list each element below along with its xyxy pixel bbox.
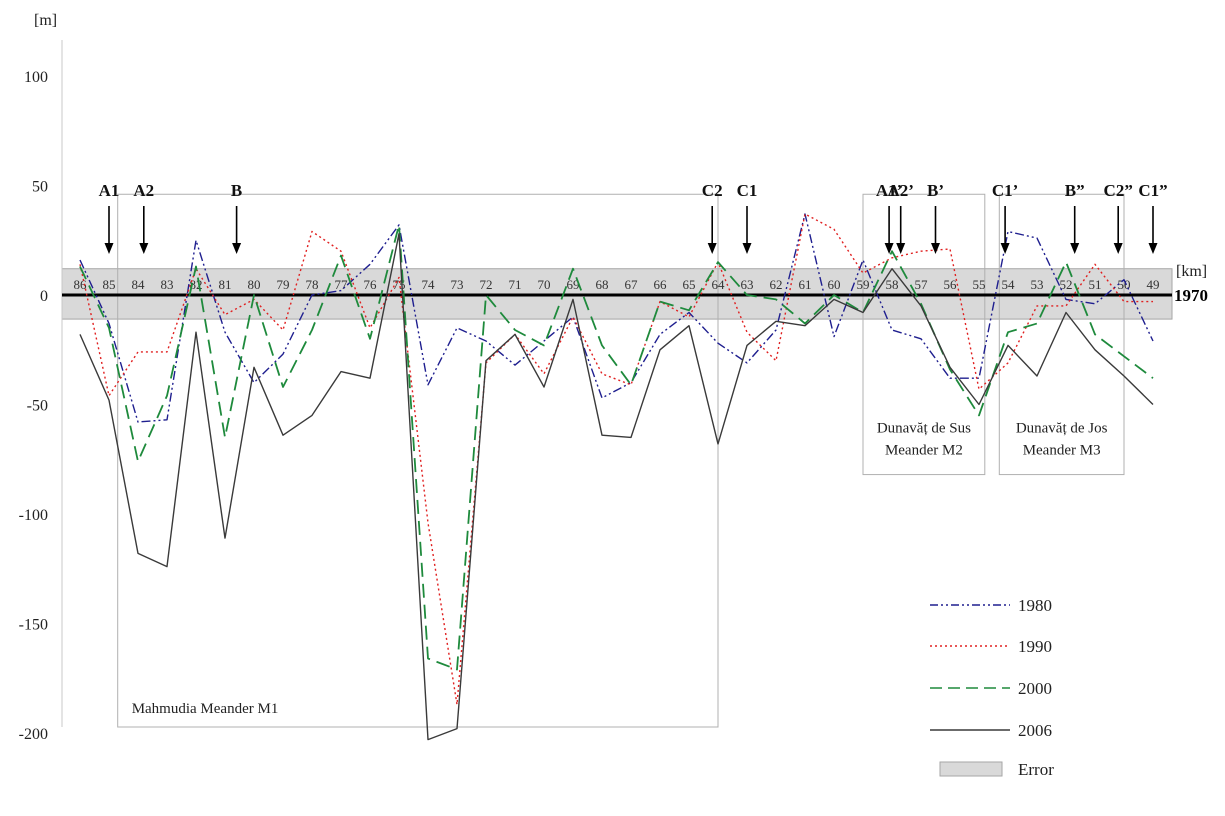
region-label-line: Meander M3 bbox=[1023, 443, 1101, 459]
x-tick-label: 78 bbox=[306, 277, 319, 292]
x-tick-label: 84 bbox=[132, 277, 146, 292]
arrow-head bbox=[931, 243, 940, 254]
x-tick-label: 50 bbox=[1118, 277, 1131, 292]
arrow-label: B” bbox=[1065, 181, 1085, 200]
series-line-1980 bbox=[79, 213, 1154, 423]
arrow-layer: A1 A2 B C2 C1 A1’A2’ B’ C1’ B” C2” C1” bbox=[99, 181, 1168, 254]
x-tick-label: 70 bbox=[538, 277, 551, 292]
legend-label-1990: 1990 bbox=[1018, 637, 1052, 656]
x-tick-label: 51 bbox=[1089, 277, 1102, 292]
legend-label-2000: 2000 bbox=[1018, 679, 1052, 698]
arrow-head bbox=[139, 243, 149, 254]
x-tick-label: 64 bbox=[712, 277, 726, 292]
x-tick-label: 66 bbox=[654, 277, 668, 292]
x-tick-label: 80 bbox=[248, 277, 261, 292]
region-boxes-layer: Mahmudia Meander M1 Dunavăț de Sus Meander… bbox=[117, 193, 1125, 728]
region-label-3: Dunavăț de Jos Meander M3 bbox=[1016, 421, 1108, 459]
x-tick-label: 54 bbox=[1002, 277, 1016, 292]
arrow-label: A1’ bbox=[876, 181, 902, 200]
baseline-label: 1970 bbox=[1174, 286, 1208, 305]
x-tick-label: 59 bbox=[857, 277, 870, 292]
legend-label-1980: 1980 bbox=[1018, 596, 1052, 615]
y-tick-label: 0 bbox=[40, 288, 48, 305]
region-box-3 bbox=[998, 193, 1125, 476]
x-tick-label: 79 bbox=[277, 277, 290, 292]
region-label-line: Dunavăț de Jos bbox=[1016, 421, 1108, 437]
y-unit-label: [m] bbox=[34, 12, 57, 29]
x-tick-label: 58 bbox=[886, 277, 899, 292]
x-tick-label: 49 bbox=[1147, 277, 1160, 292]
x-tick-label: 62 bbox=[770, 277, 783, 292]
x-tick-label: 85 bbox=[103, 277, 116, 292]
arrow-label: C2” bbox=[1104, 181, 1133, 200]
arrow-label: B bbox=[231, 181, 242, 200]
region-label-2: Dunavăț de Sus Meander M2 bbox=[877, 421, 971, 459]
x-tick-label: 75 bbox=[393, 277, 406, 292]
x-tick-label: 61 bbox=[799, 277, 812, 292]
y-tick-label: -200 bbox=[19, 726, 48, 743]
arrow-label: A2’ bbox=[887, 181, 913, 200]
arrow-head bbox=[1113, 243, 1123, 254]
arrow-label: B’ bbox=[927, 181, 944, 200]
legend-label-2006: 2006 bbox=[1018, 721, 1052, 740]
region-label-line: Dunavăț de Sus bbox=[877, 421, 971, 437]
arrow-head bbox=[232, 243, 242, 254]
y-tick-label: -150 bbox=[19, 617, 48, 634]
x-tick-label: 74 bbox=[422, 277, 436, 292]
y-tick-label: -100 bbox=[19, 507, 48, 524]
x-tick-label: 67 bbox=[625, 277, 639, 292]
arrow-label: A1 bbox=[99, 181, 120, 200]
series-layer bbox=[79, 213, 1154, 741]
x-tick-label: 77 bbox=[335, 277, 349, 292]
series-line-2006 bbox=[79, 232, 1154, 741]
arrow-head bbox=[1070, 243, 1080, 254]
arrow-head bbox=[742, 243, 752, 254]
arrow-label: C1” bbox=[1138, 181, 1167, 200]
x-tick-label: 72 bbox=[480, 277, 493, 292]
x-tick-label: 65 bbox=[683, 277, 696, 292]
x-tick-label: 83 bbox=[161, 277, 174, 292]
arrow-head bbox=[1000, 243, 1010, 254]
x-tick-label: 57 bbox=[915, 277, 929, 292]
x-tick-label: 73 bbox=[451, 277, 464, 292]
x-tick-label: 69 bbox=[567, 277, 580, 292]
x-tick-label: 68 bbox=[596, 277, 609, 292]
arrow-head bbox=[884, 243, 894, 254]
arrow-label: C1’ bbox=[992, 181, 1018, 200]
x-tick-label: 81 bbox=[219, 277, 232, 292]
y-tick-label: 100 bbox=[24, 69, 48, 86]
x-tick-label: 71 bbox=[509, 277, 522, 292]
arrow-label: A2 bbox=[133, 181, 154, 200]
x-tick-label: 52 bbox=[1060, 277, 1073, 292]
x-tick-label: 56 bbox=[944, 277, 958, 292]
arrow-head bbox=[707, 243, 717, 254]
arrow-label: C2 bbox=[702, 181, 723, 200]
x-tick-label: 63 bbox=[741, 277, 754, 292]
arrow-head bbox=[104, 243, 114, 254]
legend-swatch-error bbox=[939, 761, 1003, 777]
x-unit-label: [km] bbox=[1176, 263, 1207, 280]
x-tick-label: 53 bbox=[1031, 277, 1044, 292]
region-box-2 bbox=[862, 193, 986, 476]
axes-layer: [m] 100 50 0 -50 -100 -150 -200 1970 [km] bbox=[19, 12, 1208, 743]
region-label-line: Meander M2 bbox=[885, 443, 963, 459]
x-tick-label: 60 bbox=[828, 277, 841, 292]
legend-label-error: Error bbox=[1018, 760, 1054, 779]
region-label-1: Mahmudia Meander M1 bbox=[132, 701, 279, 717]
y-tick-label: -50 bbox=[27, 398, 48, 415]
x-tick-label: 55 bbox=[973, 277, 986, 292]
x-tick-label: 76 bbox=[364, 277, 378, 292]
legend: 1980 1990 2000 2006 Error bbox=[930, 596, 1054, 779]
series-line-2000 bbox=[79, 223, 1154, 671]
y-tick-label: 50 bbox=[32, 179, 48, 196]
arrow-label: C1 bbox=[737, 181, 758, 200]
region-box-1 bbox=[117, 193, 719, 728]
arrow-head bbox=[896, 243, 906, 254]
arrow-head bbox=[1148, 243, 1158, 254]
